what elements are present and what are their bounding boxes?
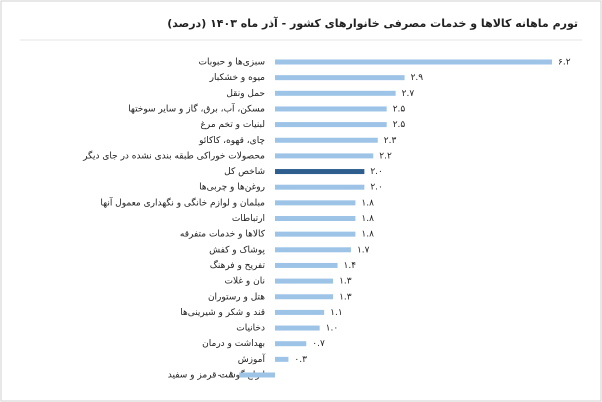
category-label: میوه و خشکبار: [209, 73, 266, 83]
category-label: بهداشت و درمان: [202, 339, 265, 349]
bar: [275, 294, 334, 300]
value-label: ۱.۳: [339, 277, 352, 287]
category-label: مبلمان و لوازم خانگی و نگهداری معمول آنه…: [100, 196, 265, 208]
value-label: ۲.۵: [393, 120, 406, 130]
category-label: تفریح و فرهنگ: [210, 259, 266, 271]
category-label: آموزش: [238, 353, 266, 365]
value-label: ۶.۲: [558, 58, 571, 68]
category-label: روغن‌ها و چربی‌ها: [199, 183, 265, 193]
category-label: چای، قهوه، کاکائو: [198, 136, 265, 146]
bar: [275, 106, 387, 112]
value-label: ۱.۷: [357, 245, 370, 255]
bar: [275, 90, 396, 96]
value-label: -۰.۸: [217, 371, 233, 381]
value-label: ۲.۹: [411, 73, 424, 83]
category-label: کالاها و خدمات متفرقه: [180, 230, 266, 240]
bar: [275, 247, 351, 253]
value-label: ۰.۳: [294, 355, 307, 365]
bar: [275, 153, 374, 159]
category-label: شاخص کل: [224, 167, 265, 177]
bar: [275, 262, 338, 268]
bar: [275, 122, 387, 128]
bar: [275, 75, 405, 81]
category-label: سبزی‌ها و حبوبات: [199, 58, 265, 68]
value-label: ۲.۲: [379, 151, 392, 161]
value-label: ۱.۱: [330, 308, 343, 318]
bar: [275, 59, 552, 65]
value-label: ۱.۰: [326, 324, 339, 334]
category-label: محصولات خوراکی طبقه بندی نشده در جای دیگ…: [82, 149, 265, 161]
bar: [275, 341, 307, 347]
category-label: مسکن، آب، برق، گاز و سایر سوختها: [128, 102, 265, 114]
bar: [275, 278, 334, 284]
category-label: ارتباطات: [232, 214, 265, 224]
value-label: ۲.۳: [384, 136, 397, 146]
value-label: ۲.۰: [370, 167, 383, 177]
category-label: هتل و رستوران: [208, 292, 265, 302]
value-label: ۲.۰: [370, 183, 383, 193]
bar: [275, 169, 365, 175]
bar: [275, 137, 378, 143]
value-label: ۱.۸: [361, 230, 374, 240]
bar: [239, 372, 275, 378]
category-label: لبنیات و تخم مرغ: [201, 120, 266, 130]
bar: [275, 231, 356, 237]
value-label: ۱.۳: [339, 292, 352, 302]
bar: [275, 216, 356, 221]
category-label: قند و شکر و شیرینی‌ها: [180, 308, 265, 318]
category-label: حمل ونقل: [226, 89, 265, 99]
bar: [275, 356, 289, 362]
value-label: ۱.۴: [344, 261, 357, 271]
bar: [275, 200, 356, 206]
category-label: نان و غلات: [225, 277, 265, 287]
value-label: ۰.۷: [312, 339, 325, 349]
bar: [275, 309, 325, 315]
value-label: ۱.۸: [361, 198, 374, 208]
category-label: دخانیات: [236, 324, 265, 334]
value-label: ۱.۸: [361, 214, 374, 224]
category-label: پوشاک و کفش: [209, 244, 265, 255]
chart-title: تورم ماهانه کالاها و خدمات مصرفی خانواره…: [167, 16, 578, 30]
value-label: ۲.۵: [393, 104, 406, 114]
bar: [275, 325, 320, 331]
bar: [275, 184, 365, 190]
value-label: ۲.۷: [402, 89, 415, 99]
